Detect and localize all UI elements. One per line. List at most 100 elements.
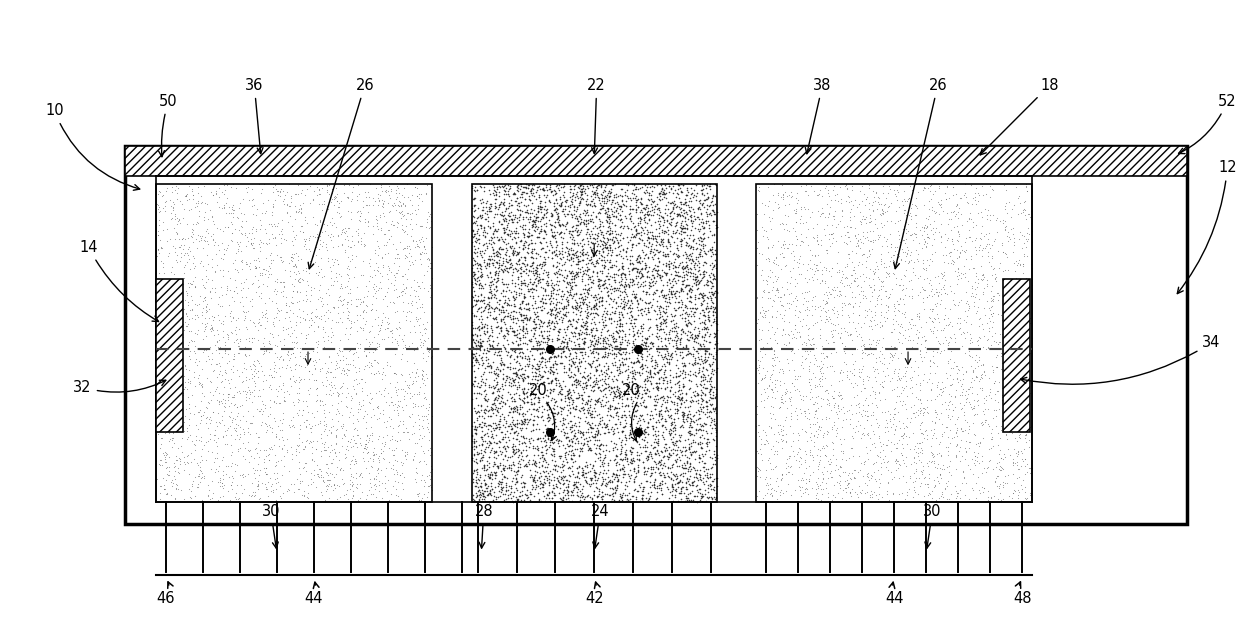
- Point: [259, 455, 279, 465]
- Point: [466, 215, 486, 226]
- Point: [701, 472, 720, 483]
- Point: [506, 226, 526, 236]
- Point: [508, 197, 528, 208]
- Point: [780, 337, 800, 347]
- Point: [807, 317, 827, 327]
- Point: [577, 371, 596, 381]
- Point: [481, 254, 501, 265]
- Point: [703, 216, 723, 226]
- Point: [627, 487, 647, 497]
- Point: [309, 267, 329, 278]
- Point: [653, 433, 673, 444]
- Point: [528, 495, 548, 506]
- Point: [498, 377, 518, 387]
- Point: [693, 339, 713, 349]
- Point: [613, 267, 632, 278]
- Point: [673, 272, 693, 282]
- Point: [766, 387, 786, 397]
- Point: [484, 248, 503, 258]
- Point: [877, 215, 897, 226]
- Point: [982, 253, 1002, 263]
- Point: [749, 182, 769, 192]
- Point: [872, 277, 892, 287]
- Point: [596, 338, 616, 348]
- Point: [863, 487, 883, 497]
- Point: [707, 220, 727, 230]
- Point: [763, 294, 782, 304]
- Point: [474, 222, 494, 232]
- Point: [339, 307, 358, 317]
- Point: [568, 338, 588, 349]
- Point: [164, 342, 184, 353]
- Point: [686, 465, 706, 475]
- Point: [200, 412, 219, 422]
- Point: [1021, 489, 1040, 499]
- Point: [821, 467, 841, 478]
- Point: [862, 321, 882, 331]
- Point: [567, 259, 587, 269]
- Point: [647, 261, 667, 271]
- Point: [231, 221, 250, 231]
- Point: [542, 317, 562, 327]
- Point: [591, 226, 611, 237]
- Point: [474, 344, 494, 354]
- Point: [319, 494, 339, 504]
- Point: [521, 247, 541, 257]
- Point: [529, 356, 549, 366]
- Point: [553, 332, 573, 342]
- Point: [598, 458, 618, 468]
- Point: [600, 262, 620, 272]
- Point: [697, 179, 717, 190]
- Point: [660, 365, 680, 375]
- Point: [150, 488, 170, 498]
- Point: [857, 412, 877, 422]
- Point: [374, 454, 394, 464]
- Point: [321, 331, 341, 342]
- Point: [149, 336, 169, 346]
- Point: [212, 481, 232, 491]
- Point: [755, 465, 775, 475]
- Point: [686, 279, 706, 290]
- Point: [562, 420, 582, 430]
- Point: [491, 392, 511, 403]
- Point: [630, 213, 650, 223]
- Point: [491, 460, 511, 470]
- Point: [518, 285, 538, 296]
- Point: [686, 425, 706, 435]
- Point: [683, 387, 703, 397]
- Point: [935, 257, 955, 267]
- Point: [391, 207, 410, 217]
- Point: [583, 461, 603, 471]
- Point: [578, 288, 598, 298]
- Point: [159, 409, 179, 419]
- Point: [893, 285, 913, 295]
- Point: [677, 267, 697, 277]
- Point: [636, 287, 656, 297]
- Point: [1003, 389, 1023, 399]
- Point: [866, 257, 885, 267]
- Point: [554, 181, 574, 191]
- Point: [522, 184, 542, 194]
- Point: [319, 188, 339, 199]
- Point: [799, 224, 818, 234]
- Point: [677, 185, 697, 195]
- Point: [662, 352, 682, 362]
- Point: [265, 431, 285, 442]
- Point: [556, 428, 575, 438]
- Point: [653, 432, 673, 442]
- Point: [288, 397, 308, 408]
- Point: [580, 210, 600, 220]
- Point: [537, 488, 557, 499]
- Point: [790, 217, 810, 228]
- Point: [889, 473, 909, 483]
- Point: [393, 271, 413, 281]
- Point: [476, 312, 496, 322]
- Point: [662, 232, 682, 242]
- Point: [159, 340, 179, 350]
- Point: [966, 233, 986, 244]
- Point: [873, 205, 893, 215]
- Point: [516, 182, 536, 192]
- Point: [520, 194, 539, 204]
- Point: [972, 487, 992, 497]
- Point: [324, 480, 343, 490]
